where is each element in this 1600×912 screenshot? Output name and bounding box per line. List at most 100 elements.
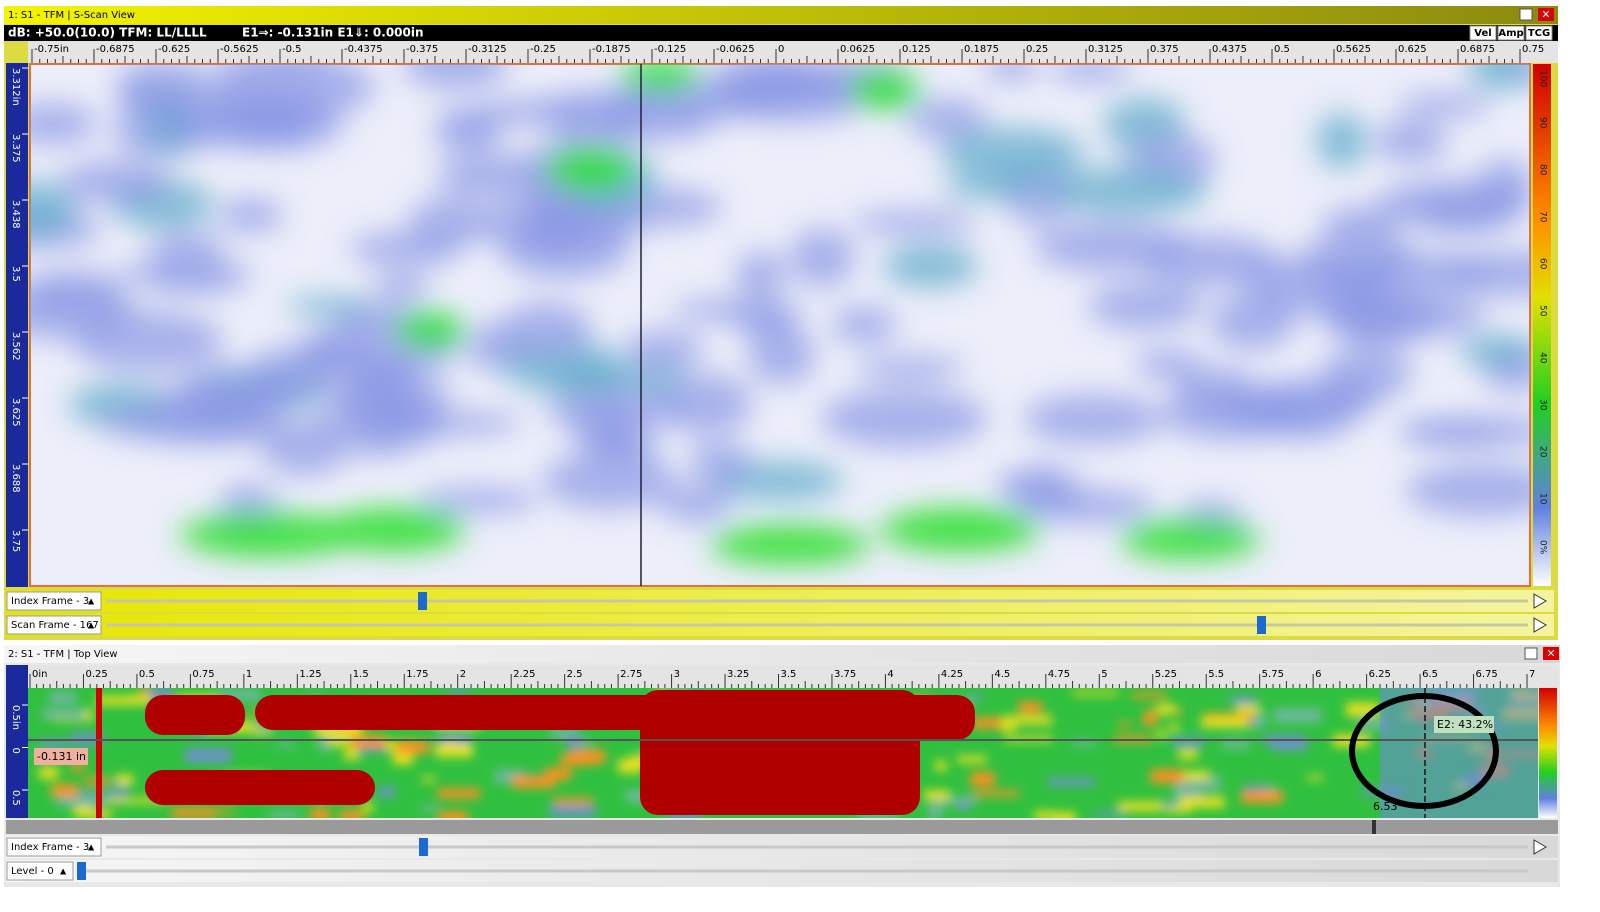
amplitude-cell (973, 790, 1020, 797)
amplitude-cell (567, 735, 581, 749)
echo-blob (671, 298, 803, 323)
ruler-label: 4.5 (994, 669, 1010, 680)
amplitude-cell (362, 801, 373, 812)
echo-blob (852, 210, 979, 235)
window-title: 2: S1 - TFM | Top View (8, 649, 118, 660)
ruler-label: 0.5 (139, 669, 155, 680)
play-button[interactable] (1533, 593, 1547, 609)
ruler-label: 0.25 (1026, 44, 1048, 55)
amplitude-cell (171, 808, 217, 818)
ruler-label: 0.125 (902, 44, 931, 55)
toolbar-button[interactable] (1525, 25, 1553, 41)
amplitude-cell (958, 802, 970, 811)
ruler-label: 5 (1101, 669, 1107, 680)
amplitude-cell (923, 790, 950, 801)
play-button[interactable] (1533, 617, 1547, 633)
amplitude-region (145, 695, 245, 735)
scrollbar[interactable] (6, 820, 1558, 834)
ruler-label: 2.25 (513, 669, 535, 680)
echo-blob (303, 332, 368, 367)
scale-label: 70 (1538, 211, 1548, 223)
slider-thumb[interactable] (418, 592, 427, 610)
amplitude-region (145, 770, 375, 805)
play-button[interactable] (1533, 839, 1547, 855)
maximize-button[interactable] (1519, 8, 1533, 21)
close-button[interactable] (1538, 8, 1554, 21)
amplitude-cell (927, 805, 943, 818)
amplitude-cell (957, 756, 987, 763)
ruler-label: 0 (778, 44, 784, 55)
depth-label: 3.5 (10, 266, 21, 282)
color-scale (1539, 688, 1557, 818)
echo-blob (689, 441, 753, 484)
slider-thumb[interactable] (1257, 616, 1266, 634)
amplitude-cell (1072, 690, 1118, 696)
amplitude-cell (1156, 704, 1176, 715)
slider-thumb[interactable] (77, 862, 86, 880)
ruler-label: 0in (32, 669, 47, 680)
echo-blob (789, 228, 855, 288)
echo-blob (437, 153, 550, 199)
echo-blob (821, 388, 988, 449)
toolbar-button[interactable] (1469, 25, 1497, 41)
echo-blob (434, 119, 502, 153)
echo-blob (713, 64, 831, 104)
echo-blob (60, 160, 170, 204)
depth-ruler (6, 665, 28, 818)
ruler-label: 4.75 (1048, 669, 1070, 680)
scroll-thumb[interactable] (1372, 820, 1376, 834)
amplitude-cell (42, 709, 86, 720)
ruler-label: 0.75 (192, 669, 214, 680)
echo-blob (1322, 207, 1403, 238)
echo-blob (214, 64, 340, 77)
spin-button[interactable]: ▲ (60, 867, 67, 876)
slider-label: Level - 0 (11, 866, 54, 877)
amplitude-cell (931, 796, 977, 805)
cursor-readout: E1⇒: -0.131in E1⇓: 0.000in (242, 26, 424, 40)
amplitude-cell (1235, 704, 1260, 713)
toolbar-button[interactable] (1497, 25, 1525, 41)
amplitude-cell (553, 798, 593, 805)
ruler-label: -0.5 (282, 44, 302, 55)
ruler (28, 665, 1558, 688)
close-button[interactable] (1543, 647, 1559, 660)
amplitude-cell (115, 774, 134, 785)
scale-label: 100 (1538, 70, 1548, 87)
echo-blob (1159, 389, 1306, 441)
ruler-label: 3.25 (727, 669, 749, 680)
depth-ruler (6, 63, 28, 587)
button-label: Amp (1498, 28, 1523, 39)
slider-thumb[interactable] (419, 838, 428, 856)
scale-label: 40 (1538, 352, 1548, 364)
amplitude-cell (971, 694, 982, 700)
scale-label: 30 (1538, 399, 1548, 411)
spin-button[interactable]: ▲ (88, 597, 95, 606)
amplitude-cell (39, 740, 72, 747)
echo-blob (1135, 349, 1202, 380)
echo-blob (395, 312, 465, 348)
spin-button[interactable]: ▲ (88, 843, 95, 852)
echo-blob (1034, 220, 1189, 273)
amplitude-cell (970, 772, 995, 786)
maximize-button[interactable] (1524, 647, 1538, 660)
amplitude-cell (438, 811, 468, 818)
ruler-label: 0.3125 (1088, 44, 1123, 55)
label-box (34, 748, 88, 765)
depth-label: 3.312in (10, 68, 21, 106)
amplitude-region (900, 700, 975, 740)
echo-blob (850, 70, 920, 110)
spin-button[interactable]: ▲ (88, 621, 95, 630)
amplitude-cell (1047, 778, 1095, 786)
depth-label: 3.438 (10, 200, 21, 229)
ruler-label: 6.25 (1369, 669, 1391, 680)
amplitude-cell (38, 767, 59, 779)
echo-blob (218, 198, 283, 233)
echo-blob (1051, 64, 1131, 83)
amplitude-cell (116, 797, 165, 804)
ruler-label: -0.75in (34, 44, 69, 55)
window-title: 1: S1 - TFM | S-Scan View (8, 10, 135, 21)
echo-blob (500, 301, 592, 360)
scale-label: 80 (1538, 164, 1548, 176)
amplitude-cell (1018, 702, 1043, 714)
depth-label: 3.562 (10, 332, 21, 361)
